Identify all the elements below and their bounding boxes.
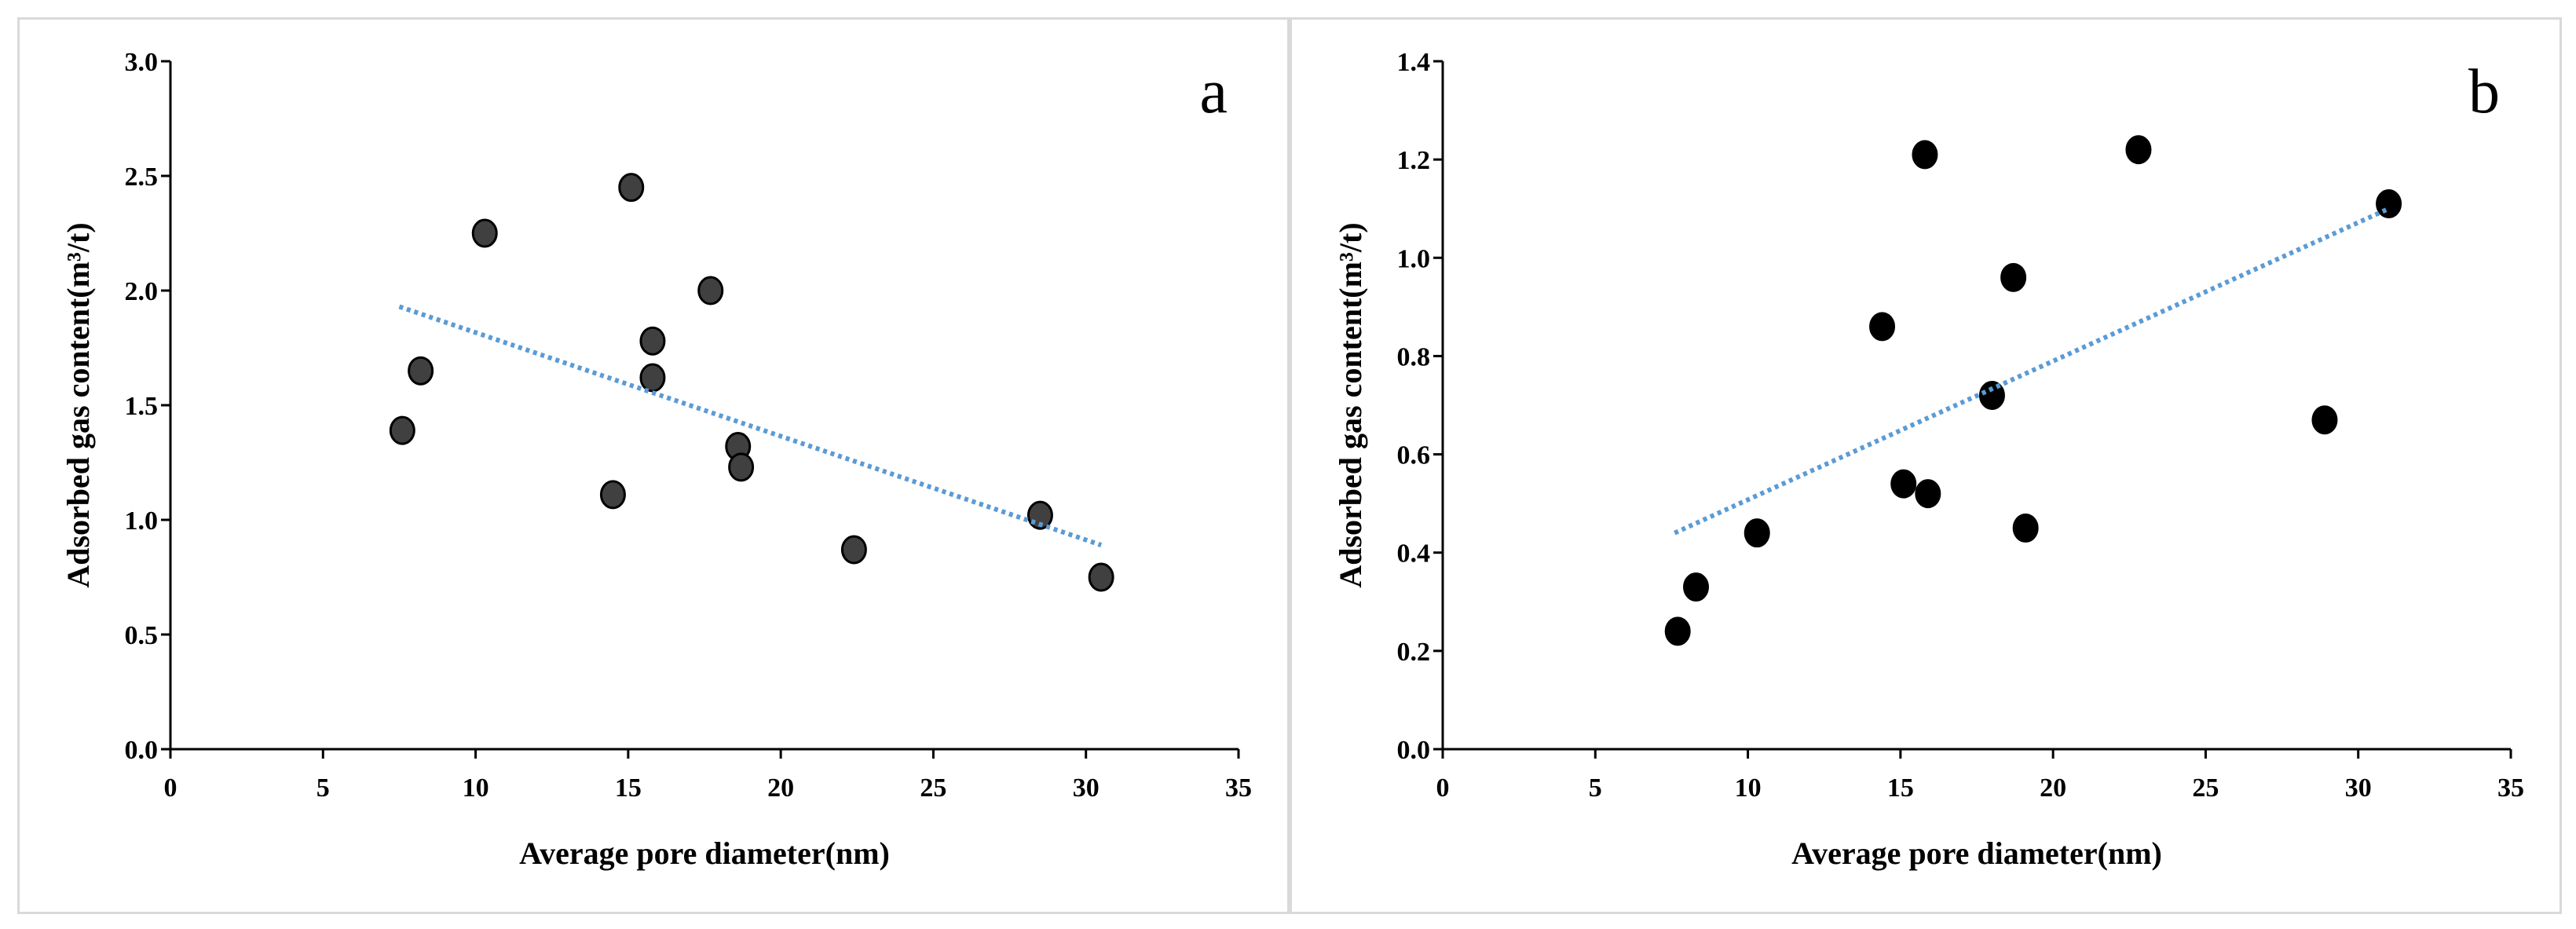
chart-a-data-point xyxy=(599,480,626,510)
chart-b-data-point xyxy=(2000,262,2027,292)
chart-b-y-tick-label: 0.8 xyxy=(1397,342,1431,371)
chart-b-y-tick-label: 1.4 xyxy=(1397,48,1431,77)
chart-a-data-point xyxy=(697,276,724,305)
chart-a-y-tick-label: 3.0 xyxy=(125,48,159,77)
chart-b-x-axis-title: Average pore diameter(nm) xyxy=(1791,836,2162,871)
chart-b-x-tick-label: 20 xyxy=(2040,774,2066,803)
chart-b-svg: 0 5 10 15 20 25 30 35 0.0 0.2 0.4 0.6 0.8 1.0 1.2 1.4 Av… xyxy=(1333,48,2524,871)
chart-a-x-tick-label: 25 xyxy=(920,774,946,803)
chart-a-x-axis-title: Average pore diameter(nm) xyxy=(519,836,890,871)
chart-panel-b: 0 5 10 15 20 25 30 35 0.0 0.2 0.4 0.6 0.8 1.0 1.2 1.4 Av… xyxy=(1290,17,2562,914)
chart-b-y-tick-label: 1.2 xyxy=(1397,146,1431,175)
chart-a-y-tick-label: 0.5 xyxy=(125,621,159,650)
chart-b-data-point xyxy=(2012,513,2039,543)
chart-a-data-point xyxy=(728,452,755,482)
chart-a-data-point xyxy=(471,218,498,248)
chart-b-x-tick-label: 5 xyxy=(1589,774,1602,803)
chart-a-svg: 0 5 10 15 20 25 30 35 0.0 0.5 1.0 1.5 2.0 2.5 3.0 Avera… xyxy=(60,48,1252,871)
chart-a-panel-label: a xyxy=(1199,57,1228,126)
chart-b-x-tick-label: 15 xyxy=(1887,774,1914,803)
chart-a-x-tick-label: 20 xyxy=(767,774,794,803)
chart-b-data-point xyxy=(2376,188,2402,218)
chart-a-data-point xyxy=(639,363,666,393)
chart-b-data-point xyxy=(1915,479,1941,509)
chart-b-x-tick-label: 25 xyxy=(2192,774,2219,803)
chart-a-y-tick-label: 2.0 xyxy=(125,277,159,306)
chart-b-panel-label: b xyxy=(2468,57,2500,126)
chart-a-trendline xyxy=(398,304,1103,547)
chart-b-y-tick-label: 0.2 xyxy=(1397,638,1431,667)
chart-b-data-point xyxy=(1664,616,1691,646)
chart-a-y-tick-label: 2.5 xyxy=(125,163,159,192)
chart-b-data-point xyxy=(2311,405,2338,435)
chart-b-data-point xyxy=(1912,140,1938,170)
chart-b-y-axis-title: Adsorbed gas content(m³/t) xyxy=(1333,222,1368,587)
chart-b-y-tick-label: 1.0 xyxy=(1397,244,1431,273)
chart-b-data-point xyxy=(1890,469,1917,499)
chart-b-y-tick-label: 0.6 xyxy=(1397,441,1431,470)
chart-a-data-point xyxy=(840,535,867,565)
chart-panel-a: 0 5 10 15 20 25 30 35 0.0 0.5 1.0 1.5 2.0 2.5 3.0 Avera… xyxy=(17,17,1290,914)
chart-a-y-tick-label: 1.0 xyxy=(125,507,159,536)
chart-b-x-tick-label: 10 xyxy=(1735,774,1762,803)
chart-a-data-point xyxy=(389,415,415,445)
chart-b-y-tick-label: 0.0 xyxy=(1397,736,1431,765)
chart-a-data-point xyxy=(618,173,645,203)
chart-a-x-tick-label: 0 xyxy=(164,774,177,803)
chart-a-x-tick-label: 10 xyxy=(463,774,489,803)
chart-b-data-point xyxy=(1869,312,1896,342)
chart-b-data-point xyxy=(2125,135,2152,165)
chart-b-x-tick-label: 0 xyxy=(1436,774,1450,803)
chart-a-x-tick-label: 15 xyxy=(615,774,642,803)
chart-a-y-tick-label: 1.5 xyxy=(125,392,159,421)
chart-a-x-tick-label: 35 xyxy=(1225,774,1252,803)
chart-a-data-point xyxy=(1088,562,1114,592)
chart-a-x-tick-label: 30 xyxy=(1073,774,1100,803)
chart-b-data-point xyxy=(1683,572,1710,602)
chart-a-data-point xyxy=(639,326,666,356)
chart-a-y-axis-title: Adsorbed gas content(m³/t) xyxy=(60,222,96,587)
chart-b-trendline xyxy=(1674,206,2390,536)
chart-a-data-point xyxy=(408,356,434,386)
chart-a-y-tick-label: 0.0 xyxy=(125,736,159,765)
chart-b-x-tick-label: 35 xyxy=(2497,774,2524,803)
chart-b-data-point xyxy=(1744,518,1770,548)
chart-b-y-tick-label: 0.4 xyxy=(1397,539,1431,569)
chart-a-x-tick-label: 5 xyxy=(317,774,330,803)
chart-b-x-tick-label: 30 xyxy=(2345,774,2372,803)
